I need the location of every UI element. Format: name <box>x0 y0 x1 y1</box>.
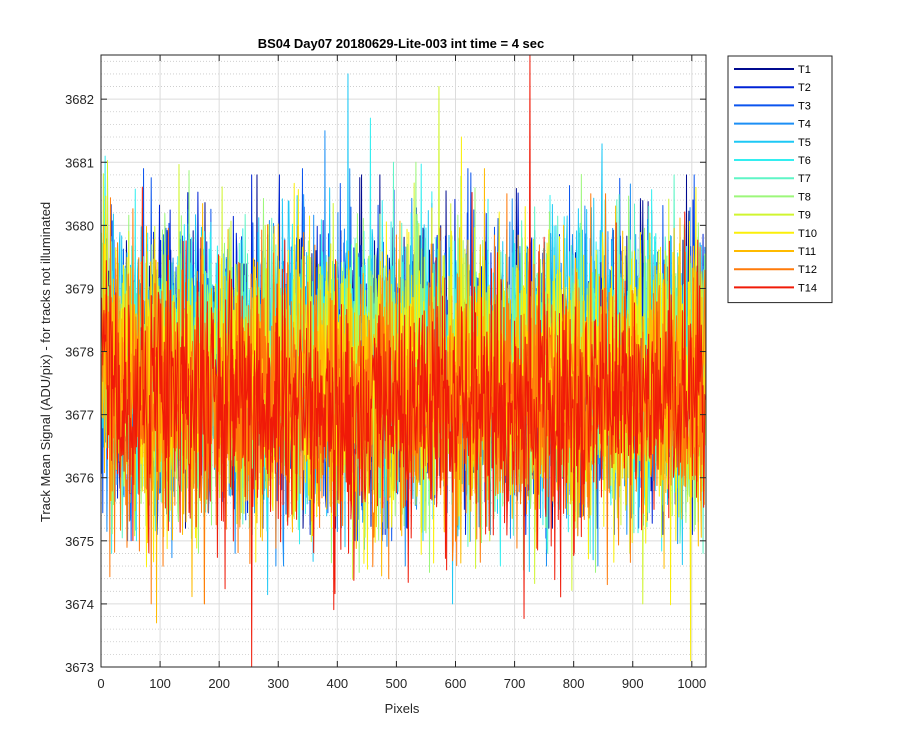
x-tick-label: 0 <box>97 676 104 691</box>
legend-label: T11 <box>798 246 816 258</box>
legend-label: T1 <box>798 64 811 76</box>
legend-label: T3 <box>798 100 811 112</box>
x-tick-label: 200 <box>208 676 230 691</box>
legend-item: T11 <box>734 246 816 258</box>
legend-item: T12 <box>734 264 817 276</box>
x-tick-label: 600 <box>445 676 467 691</box>
legend-item: T3 <box>734 100 811 112</box>
legend-label: T7 <box>798 173 811 185</box>
axes-box <box>100 54 707 668</box>
x-tick-label: 800 <box>563 676 585 691</box>
legend-label: T12 <box>798 264 817 276</box>
legend-item: T4 <box>734 119 811 131</box>
legend-item: T14 <box>734 282 817 294</box>
legend-label: T4 <box>798 119 811 131</box>
x-axis-label: Pixels <box>385 701 420 716</box>
y-tick-label: 3676 <box>65 471 94 486</box>
legend-label: T14 <box>798 282 817 294</box>
y-tick-label: 3677 <box>65 408 94 423</box>
y-tick-label: 3678 <box>65 345 94 360</box>
x-tick-label: 500 <box>386 676 408 691</box>
legend-label: T2 <box>798 82 811 94</box>
series-lines <box>100 54 706 668</box>
x-tick-label: 300 <box>267 676 289 691</box>
legend-box <box>727 55 833 304</box>
y-tick-label: 3673 <box>65 660 94 675</box>
y-tick-labels: 3673 3674 3675 3676 3677 3678 3679 3680 3681 3682 <box>65 92 94 675</box>
legend-label: T9 <box>798 210 811 222</box>
x-tick-labels: 0 100 200 300 400 500 600 700 800 900 1000 <box>97 676 706 691</box>
y-axis-label: Track Mean Signal (ADU/pix) - for tracks… <box>38 202 53 522</box>
legend-item: T6 <box>734 155 811 167</box>
legend-item: T10 <box>734 228 817 240</box>
legend-item: T7 <box>734 173 811 185</box>
legend-label: T5 <box>798 137 811 149</box>
y-tick-label: 3679 <box>65 281 94 296</box>
legend-item: T9 <box>734 210 811 222</box>
legend-label: T6 <box>798 155 811 167</box>
chart-title: BS04 Day07 20180629-Lite-003 int time = … <box>258 36 545 51</box>
y-tick-label: 3681 <box>65 155 94 170</box>
legend-label: T8 <box>798 191 811 203</box>
x-tick-label: 400 <box>326 676 348 691</box>
y-tick-label: 3680 <box>65 218 94 233</box>
legend: T1 T2 T3 T4 T5 T6 T7 T8 T9 T10 T11 T12 T14 <box>727 55 833 304</box>
legend-item: T8 <box>734 191 811 203</box>
tick-marks <box>100 55 706 668</box>
series-line-t14 <box>100 54 706 668</box>
y-tick-label: 3674 <box>65 597 94 612</box>
x-tick-label: 100 <box>149 676 171 691</box>
x-tick-label: 900 <box>622 676 644 691</box>
legend-item: T1 <box>734 64 811 76</box>
legend-item: T2 <box>734 82 811 94</box>
x-tick-label: 1000 <box>677 676 706 691</box>
x-tick-label: 700 <box>504 676 526 691</box>
plot-area <box>100 54 707 668</box>
y-tick-label: 3675 <box>65 534 94 549</box>
legend-item: T5 <box>734 137 811 149</box>
y-tick-label: 3682 <box>65 92 94 107</box>
legend-label: T10 <box>798 228 817 240</box>
